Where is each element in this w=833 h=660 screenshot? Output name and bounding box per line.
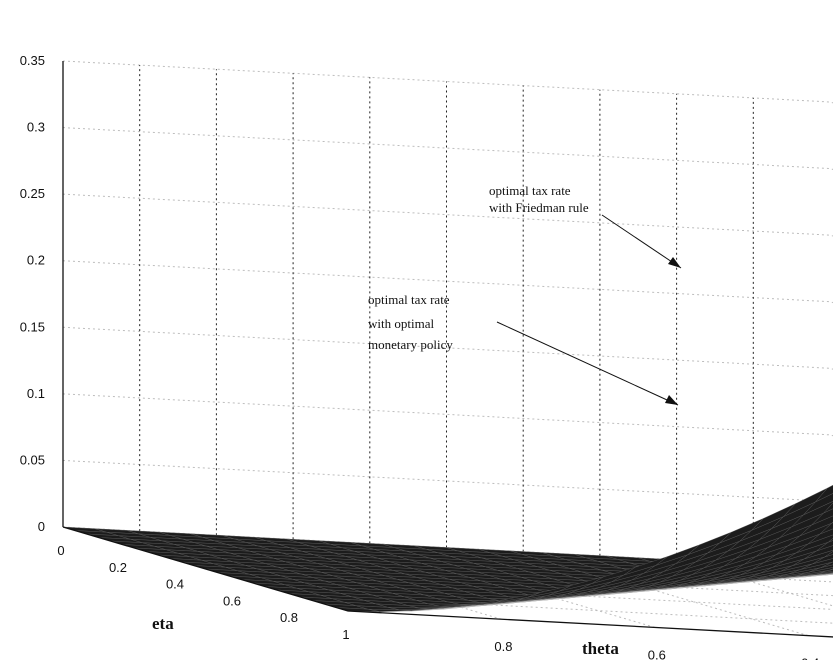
surface-layer xyxy=(62,484,833,612)
z-gridline xyxy=(62,127,833,170)
eta-tick-label: 0.8 xyxy=(280,610,298,625)
z-gridline xyxy=(62,193,833,237)
eta-axis-label: eta xyxy=(152,614,174,633)
z-tick-label: 0.35 xyxy=(20,53,45,68)
axis-layer: 0 0.05 0.1 0.15 0.2 0.25 0.3 0.35 0 0.2 0.4 0.6 0.8 1… xyxy=(20,53,833,660)
annotation-friedman-arrowhead xyxy=(668,257,681,268)
annotation-optimal-arrow xyxy=(496,321,679,406)
surface-cell-friedman-rule xyxy=(824,551,833,558)
z-tick-label: 0.2 xyxy=(27,253,45,268)
z-tick-label: 0.05 xyxy=(20,452,45,467)
eta-tick-label: 0 xyxy=(57,543,64,558)
annotation-friedman-arrow xyxy=(601,214,682,269)
annotation-optimal-line-3: monetary policy xyxy=(368,337,453,352)
z-tick-label: 0.1 xyxy=(27,386,45,401)
theta-axis-label: theta xyxy=(582,639,619,658)
z-tick-label: 0.25 xyxy=(20,186,45,201)
z-tick-label: 0.15 xyxy=(20,319,45,334)
eta-tick-label: 0.2 xyxy=(109,560,127,575)
eta-floor-gridline xyxy=(176,560,833,597)
annotation-optimal-arrowhead xyxy=(665,395,678,405)
annotation-layer: optimal tax rate with Friedman rule opti… xyxy=(368,183,682,406)
z-gridline xyxy=(62,260,833,304)
z-gridline xyxy=(62,459,833,503)
theta-tick-label: 0.8 xyxy=(494,639,512,654)
theta-tick-label: 0.6 xyxy=(648,647,666,660)
annotation-friedman-line-1: optimal tax rate xyxy=(489,183,571,198)
annotation-optimal-line-1: optimal tax rate xyxy=(368,292,450,307)
theta-tick-label: 0.4 xyxy=(801,656,819,660)
z-gridline xyxy=(62,326,833,370)
z-gridline xyxy=(62,393,833,437)
eta-tick-label: 0.6 xyxy=(223,593,241,608)
eta-tick-label: 0.4 xyxy=(166,577,184,592)
z-tick-label: 0.3 xyxy=(27,120,45,135)
annotation-optimal-line-2: with optimal xyxy=(368,316,434,331)
surface-cell-friedman-rule xyxy=(828,537,833,543)
surface-cell-friedman-rule xyxy=(825,572,833,575)
z-gridline xyxy=(62,60,833,104)
z-tick-label: 0 xyxy=(38,519,45,534)
surface-cell-friedman-rule xyxy=(815,484,833,503)
surface-cell-friedman-rule xyxy=(823,502,833,514)
floor-axes xyxy=(62,526,833,638)
annotation-friedman-line-2: with Friedman rule xyxy=(489,200,589,215)
surface-cell-friedman-rule xyxy=(829,568,833,571)
eta-tick-label: 1 xyxy=(342,627,349,642)
